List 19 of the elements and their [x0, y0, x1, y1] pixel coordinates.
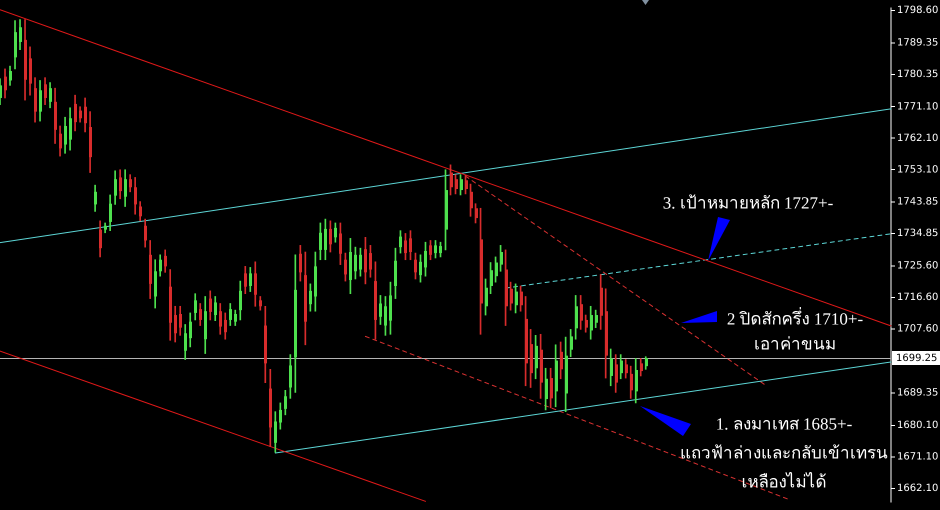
annotation: 3. เป้าหมายหลัก 1727+- [662, 193, 834, 212]
y-tick-label: 1789.35 [897, 37, 938, 48]
y-tick-label: 1689.35 [897, 388, 938, 399]
y-tick-label: 1743.85 [897, 196, 938, 208]
y-tick-label: 1662.10 [897, 482, 938, 494]
y-tick-label: 1753.10 [897, 164, 938, 176]
y-tick-label: 1762.10 [897, 132, 938, 144]
y-tick-label: 1798.60 [897, 5, 938, 16]
y-tick-label: 1780.35 [897, 68, 938, 80]
y-tick-label: 1725.60 [897, 260, 938, 272]
annotation: 2 ปิดสักครึ่ง 1710+- เอาค่าขนม [726, 306, 864, 354]
y-tick-label: 1680.10 [897, 420, 938, 431]
annotation: 1. ลงมาเทส 1685+- แถวฟ้าล่างและกลับเข้าเทรน เหลืองไม่ได้ [680, 414, 888, 492]
y-tick-label: 1734.85 [897, 228, 938, 240]
y-tick-label: 1707.60 [897, 324, 938, 335]
y-tick-label: 1716.60 [897, 292, 938, 304]
ref-line-label: 1699.25 [896, 353, 938, 364]
y-tick-label: 1771.10 [897, 101, 938, 112]
y-tick-label: 1671.10 [897, 451, 938, 462]
